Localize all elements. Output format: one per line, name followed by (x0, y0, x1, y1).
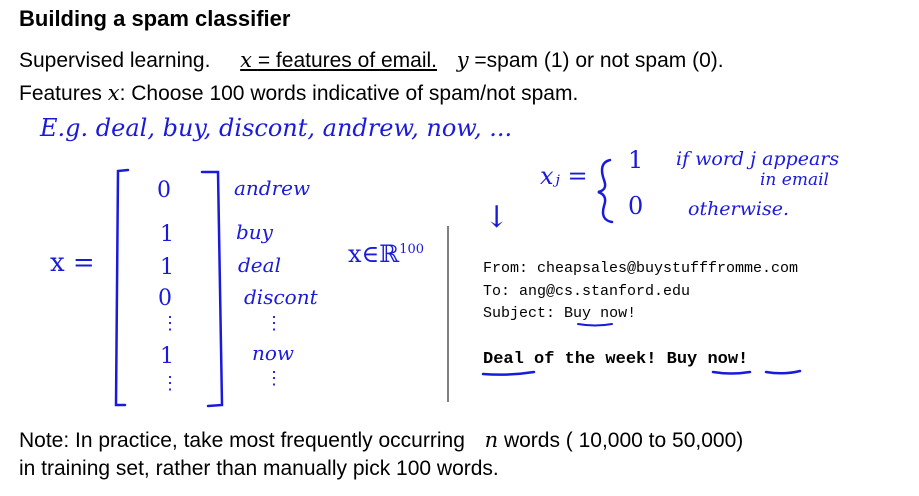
vector-entry-discont: 0 (158, 286, 172, 311)
features-line: Features x: Choose 100 words indicative … (19, 81, 578, 106)
slide-title: Building a spam classifier (19, 6, 291, 31)
email-subject: Subject: Buy now! (483, 305, 637, 322)
vector-label-andrew: andrew (234, 176, 311, 200)
xj-label: xⱼ = (540, 162, 588, 190)
supervised-learning-label: Supervised learning. (19, 49, 211, 72)
email-body-middle: of the week! (534, 350, 657, 369)
vector-label-buy: buy (236, 220, 273, 244)
vector-entry-deal: 1 (160, 255, 174, 280)
y-definition: =spam (1) or not spam (0). (474, 49, 724, 72)
vector-entry-ellipsis-1: ⋮ (161, 313, 179, 334)
underline-deal (481, 370, 536, 376)
vector-entry-buy: 1 (160, 222, 174, 247)
note-line-2: in training set, rather than manually pi… (19, 457, 499, 480)
note-line-1: Note: In practice, take most frequently … (19, 428, 744, 452)
case2-condition: otherwise. (688, 198, 790, 220)
down-arrow-icon: ↓ (484, 200, 510, 235)
vector-right-bracket (200, 170, 224, 408)
features-variable: x (107, 81, 120, 105)
underline-buy-subject (577, 323, 613, 327)
vector-label-ellipsis-1: ⋮ (265, 313, 283, 334)
vector-entry-andrew: 0 (157, 178, 171, 203)
vector-left-bracket (114, 168, 130, 407)
features-description: : Choose 100 words indicative of spam/no… (119, 82, 579, 105)
case1-condition-continued: in email (760, 170, 829, 190)
features-label: Features (19, 82, 102, 105)
underline-buy-body (711, 370, 752, 375)
case2-value: 0 (628, 192, 644, 220)
email-from: From: cheapsales@buystufffromme.com (483, 260, 799, 277)
x-definition: x = features of email. (240, 48, 438, 72)
email-body-buy: Buy (666, 350, 698, 369)
vector-entry-ellipsis-2: ⋮ (161, 373, 179, 394)
handwritten-examples: E.g. deal, buy, discont, andrew, now, ..… (40, 114, 513, 142)
case1-value: 1 (628, 146, 644, 174)
email-to: To: ang@cs.stanford.edu (483, 283, 691, 300)
note-variable: n (484, 428, 499, 452)
vector-membership: x∈ℝ100 (348, 240, 425, 268)
supervised-learning-line: Supervised learning. x = features of ema… (19, 48, 724, 73)
vector-label-discont: discont (244, 285, 318, 309)
y-variable: y (456, 48, 469, 72)
email-body-now: now! (707, 350, 749, 369)
vector-label-ellipsis-2: ⋮ (265, 368, 283, 389)
case1-condition: if word j appears (676, 148, 840, 170)
vector-label-deal: deal (238, 253, 281, 277)
vector-entry-now: 1 (160, 344, 174, 369)
email-body-deal: Deal (483, 350, 524, 369)
vector-x-label: x = (50, 248, 95, 278)
vector-label-now: now (252, 341, 295, 365)
cases-brace (597, 158, 614, 224)
underline-now-body (764, 369, 802, 375)
email-body: Deal of the week! Buy now! (483, 350, 748, 369)
